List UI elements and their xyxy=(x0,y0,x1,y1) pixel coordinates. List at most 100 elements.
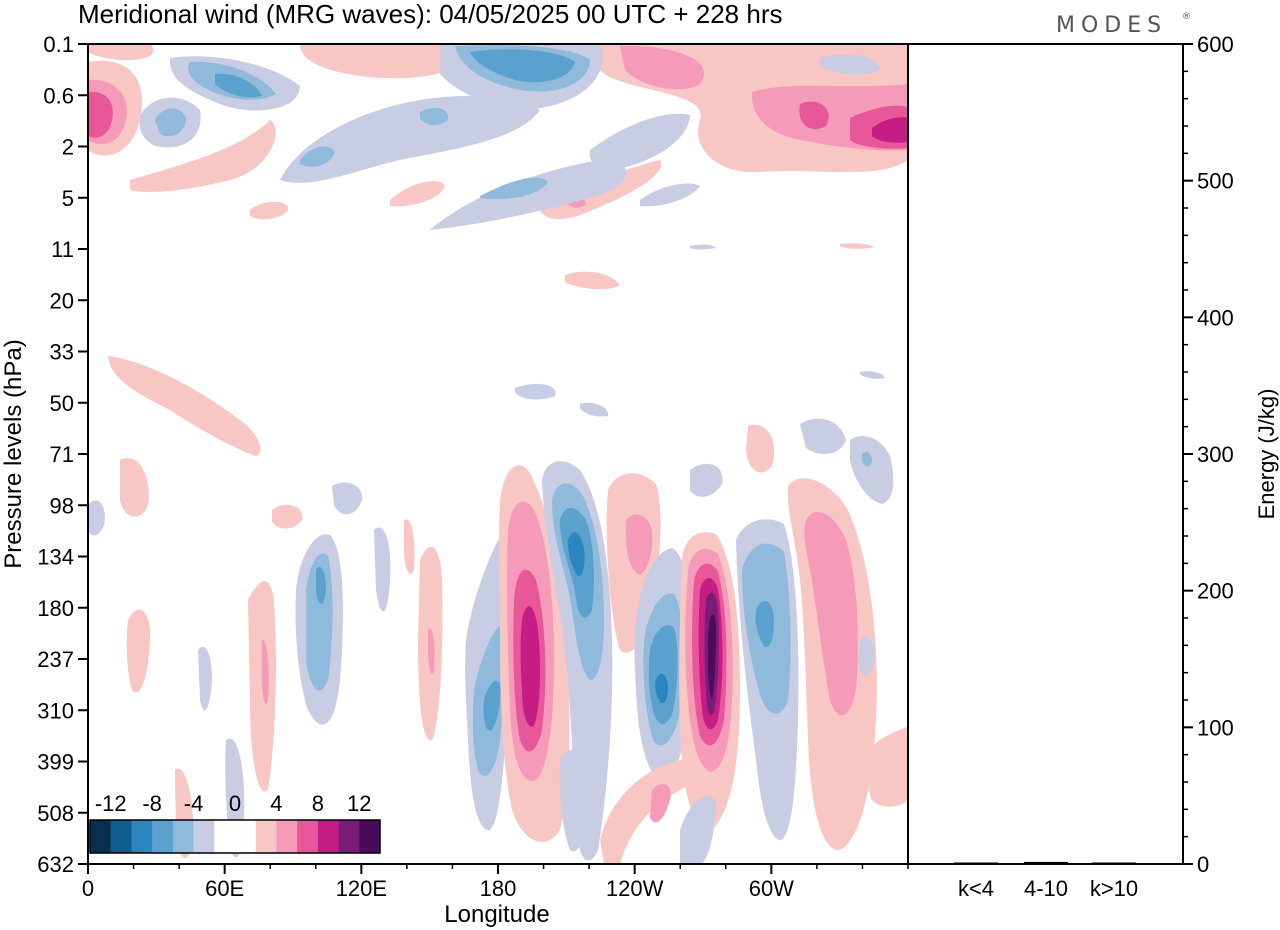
negative-contour xyxy=(420,107,449,126)
x-tick-label: 120W xyxy=(606,876,664,901)
negative-contour xyxy=(215,73,262,98)
negative-contour xyxy=(374,527,391,612)
colorbar-swatch xyxy=(276,820,298,853)
y-tick-label: 20 xyxy=(50,288,74,313)
energy-category-label: 4-10 xyxy=(1024,876,1068,901)
y-tick-label: 237 xyxy=(37,647,74,672)
x-tick-label: 120E xyxy=(336,876,387,901)
positive-contour xyxy=(300,44,472,79)
positive-contour xyxy=(650,784,671,823)
y-tick-label: 399 xyxy=(37,750,74,775)
x-tick-label: 60E xyxy=(205,876,244,901)
colorbar-swatch xyxy=(90,820,112,853)
colorbar-swatch xyxy=(297,820,319,853)
negative-contour xyxy=(860,371,885,379)
energy-tick-label: 0 xyxy=(1197,852,1209,877)
energy-category-label: k<4 xyxy=(958,876,994,901)
positive-contour xyxy=(840,243,875,249)
negative-contour xyxy=(316,566,326,604)
colorbar-label: 12 xyxy=(347,791,371,816)
y-tick-label: 180 xyxy=(37,596,74,621)
colorbar-swatch xyxy=(317,820,340,853)
positive-contour xyxy=(520,606,541,727)
negative-contour xyxy=(589,113,690,170)
negative-contour xyxy=(640,183,700,207)
negative-contour xyxy=(559,750,589,852)
positive-contour xyxy=(600,760,695,864)
negative-contour xyxy=(755,600,774,647)
colorbar-swatch xyxy=(131,820,153,853)
positive-contour xyxy=(804,511,858,716)
y-tick-label: 632 xyxy=(37,852,74,877)
negative-contour xyxy=(198,646,212,711)
y-tick-label: 134 xyxy=(37,545,74,570)
negative-contour xyxy=(483,680,501,731)
colorbar-label: 0 xyxy=(229,791,241,816)
colorbar-label: -8 xyxy=(142,791,162,816)
colorbar-label: 4 xyxy=(270,791,282,816)
positive-contour xyxy=(272,504,303,529)
colorbar-label: -4 xyxy=(184,791,204,816)
energy-tick-label: 500 xyxy=(1197,169,1234,194)
y-tick-label: 2 xyxy=(62,135,74,160)
y-tick-label: 0.1 xyxy=(43,32,74,57)
positive-contour xyxy=(799,101,829,130)
y-tick-label: 71 xyxy=(50,442,74,467)
y-tick-label: 98 xyxy=(50,493,74,518)
colorbar-swatch xyxy=(110,820,132,853)
negative-contour xyxy=(690,244,716,250)
energy-tick-label: 600 xyxy=(1197,32,1234,57)
negative-contour xyxy=(88,500,105,536)
positive-contour xyxy=(130,120,276,192)
negative-contour xyxy=(680,796,716,864)
positive-contour xyxy=(126,609,151,693)
y-tick-label: 5 xyxy=(62,186,74,211)
energy-bar xyxy=(954,862,998,864)
positive-contour xyxy=(108,356,261,456)
energy-tick-label: 200 xyxy=(1197,579,1234,604)
negative-contour xyxy=(862,452,872,467)
negative-contour xyxy=(280,95,540,183)
modes-logo: MODES xyxy=(1056,13,1167,38)
energy-bar xyxy=(1024,861,1068,864)
negative-contour xyxy=(480,177,548,200)
energy-tick-label: 300 xyxy=(1197,442,1234,467)
energy-axis-label: Energy (J/kg) xyxy=(1254,389,1279,520)
positive-contour xyxy=(88,91,113,138)
negative-contour xyxy=(470,49,575,83)
colorbar-swatch xyxy=(172,820,195,853)
positive-contour xyxy=(262,639,269,704)
y-tick-label: 508 xyxy=(37,801,74,826)
positive-contour xyxy=(88,44,154,61)
negative-contour xyxy=(332,482,363,515)
chart-title: Meridional wind (MRG waves): 04/05/2025 … xyxy=(78,0,783,29)
positive-contour xyxy=(390,181,445,207)
y-tick-label: 0.6 xyxy=(43,83,74,108)
energy-tick-label: 400 xyxy=(1197,305,1234,330)
negative-contour xyxy=(820,54,880,75)
colorbar: -12 -8 -4 0 4 8 12 xyxy=(89,791,381,854)
colorbar-swatch xyxy=(214,820,236,853)
positive-contour xyxy=(404,519,415,574)
wind-contour-field xyxy=(88,44,908,864)
y-tick-label: 310 xyxy=(37,698,74,723)
colorbar-label: 8 xyxy=(312,791,324,816)
positive-contour xyxy=(867,726,908,807)
negative-contour xyxy=(430,159,627,230)
colorbar-swatch xyxy=(235,820,257,853)
positive-contour xyxy=(428,628,435,674)
positive-contour xyxy=(565,271,620,290)
positive-contour xyxy=(250,201,289,220)
x-axis-label: Longitude xyxy=(444,901,549,928)
negative-contour xyxy=(300,146,335,167)
y-axis-label: Pressure levels (hPa) xyxy=(0,339,27,568)
positive-contour xyxy=(746,424,775,473)
colorbar-frame xyxy=(89,819,381,854)
colorbar-swatch xyxy=(193,820,215,853)
colorbar-swatch xyxy=(359,820,381,853)
upper-level-structures xyxy=(88,44,908,290)
energy-bar xyxy=(1092,862,1136,864)
negative-contour xyxy=(858,636,875,676)
positive-contour xyxy=(248,581,276,792)
negative-contour xyxy=(568,532,585,577)
